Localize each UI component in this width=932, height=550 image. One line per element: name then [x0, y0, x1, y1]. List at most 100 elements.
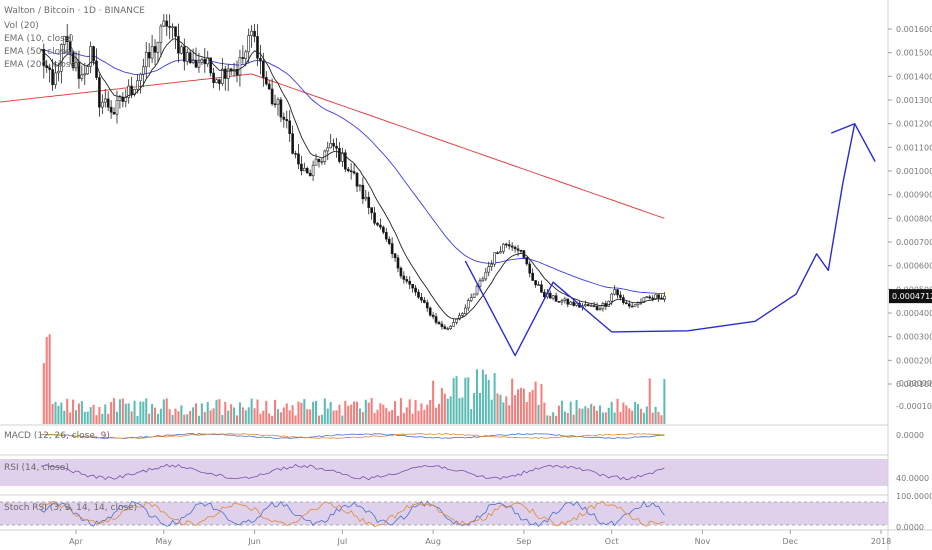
volume-bar [355, 401, 359, 424]
candle-body [496, 252, 499, 254]
volume-bar [227, 410, 230, 424]
candle-body [247, 35, 251, 53]
volume-bar [642, 412, 645, 424]
volume-bar [511, 378, 514, 424]
candle-body [642, 297, 646, 303]
volume-bar [598, 405, 602, 424]
volume-bar [373, 413, 376, 424]
candle-body [203, 59, 207, 65]
volume-bar [320, 414, 323, 424]
volume-bar [268, 413, 271, 424]
volume-bar [276, 409, 280, 424]
candle-body [627, 303, 631, 307]
volume-bar [89, 407, 92, 424]
volume-bar [183, 414, 186, 424]
volume-bar [86, 411, 89, 424]
time-tick-label: Dec [783, 537, 798, 546]
volume-bar [139, 401, 142, 424]
volume-bar [72, 399, 75, 424]
volume-bar [101, 413, 104, 424]
candle-body [452, 322, 455, 327]
candle-body [194, 60, 198, 68]
macd-signal-line [40, 433, 665, 439]
volume-bar [522, 388, 525, 424]
candle-body [525, 257, 529, 265]
candle-body [332, 142, 335, 147]
candle-body [343, 152, 347, 170]
candles-layer [42, 14, 666, 331]
candle-body [613, 289, 616, 295]
volume-bar [481, 369, 484, 424]
candle-body [431, 314, 435, 317]
volume-bar [420, 403, 423, 424]
candle-body [48, 67, 51, 70]
candle-body [566, 298, 570, 305]
time-tick-label: Nov [695, 537, 711, 546]
volume-bar [555, 415, 558, 424]
volume-bar [361, 412, 364, 424]
volume-bar [317, 415, 320, 424]
volume-bar [411, 413, 414, 424]
candle-body [370, 207, 373, 214]
volume-bar [464, 377, 467, 424]
volume-bar [323, 398, 326, 424]
candle-body [490, 263, 493, 267]
volume-bar [165, 398, 168, 424]
volume-bar [423, 409, 426, 424]
candle-body [408, 280, 412, 285]
candle-body [464, 307, 467, 314]
candle-body [335, 145, 338, 149]
volume-bar [353, 401, 356, 424]
volume-bar [200, 403, 203, 424]
candle-body [475, 285, 479, 295]
volume-bar [315, 400, 318, 424]
candle-body [396, 257, 400, 269]
volume-bar [168, 409, 171, 424]
volume-bar [145, 398, 148, 424]
volume-bar [572, 414, 575, 424]
volume-bar [449, 396, 452, 424]
candle-body [308, 172, 312, 176]
volume-bar [247, 407, 250, 424]
volume-bar [446, 398, 449, 424]
candle-body [540, 284, 543, 293]
symbol-title: Walton / Bitcoin · 1D · BINANCE [4, 6, 145, 16]
volume-bar [241, 407, 244, 424]
candle-body [654, 294, 657, 299]
volume-bar [470, 409, 473, 424]
volume-bar [282, 407, 285, 424]
candle-body [414, 287, 417, 293]
candle-body [595, 306, 599, 310]
volume-bar [271, 415, 274, 424]
candle-body [420, 297, 423, 301]
volume-bar [256, 399, 259, 424]
stoch-d-line [40, 500, 665, 528]
candle-body [188, 52, 192, 63]
candle-body [320, 161, 324, 163]
volume-bar [118, 399, 121, 424]
ema10-line [40, 38, 665, 320]
volume-bar [563, 411, 566, 424]
volume-bar [578, 408, 581, 424]
candle-body [487, 266, 491, 273]
volume-bar [306, 409, 309, 424]
volume-bar [142, 401, 145, 424]
volume-bar [452, 378, 455, 424]
candle-body [390, 243, 394, 255]
volume-bar [499, 394, 502, 424]
volume-bar [367, 402, 370, 424]
volume-bar [265, 400, 268, 424]
volume-bar [221, 414, 224, 424]
candle-body [519, 250, 523, 252]
volume-bar [396, 415, 400, 424]
candle-body [484, 271, 488, 280]
candle-body [267, 83, 271, 90]
volume-bar [174, 408, 177, 424]
candle-body [80, 74, 84, 79]
candle-body [633, 304, 637, 307]
candle-body [563, 298, 567, 301]
candle-body [147, 52, 151, 59]
